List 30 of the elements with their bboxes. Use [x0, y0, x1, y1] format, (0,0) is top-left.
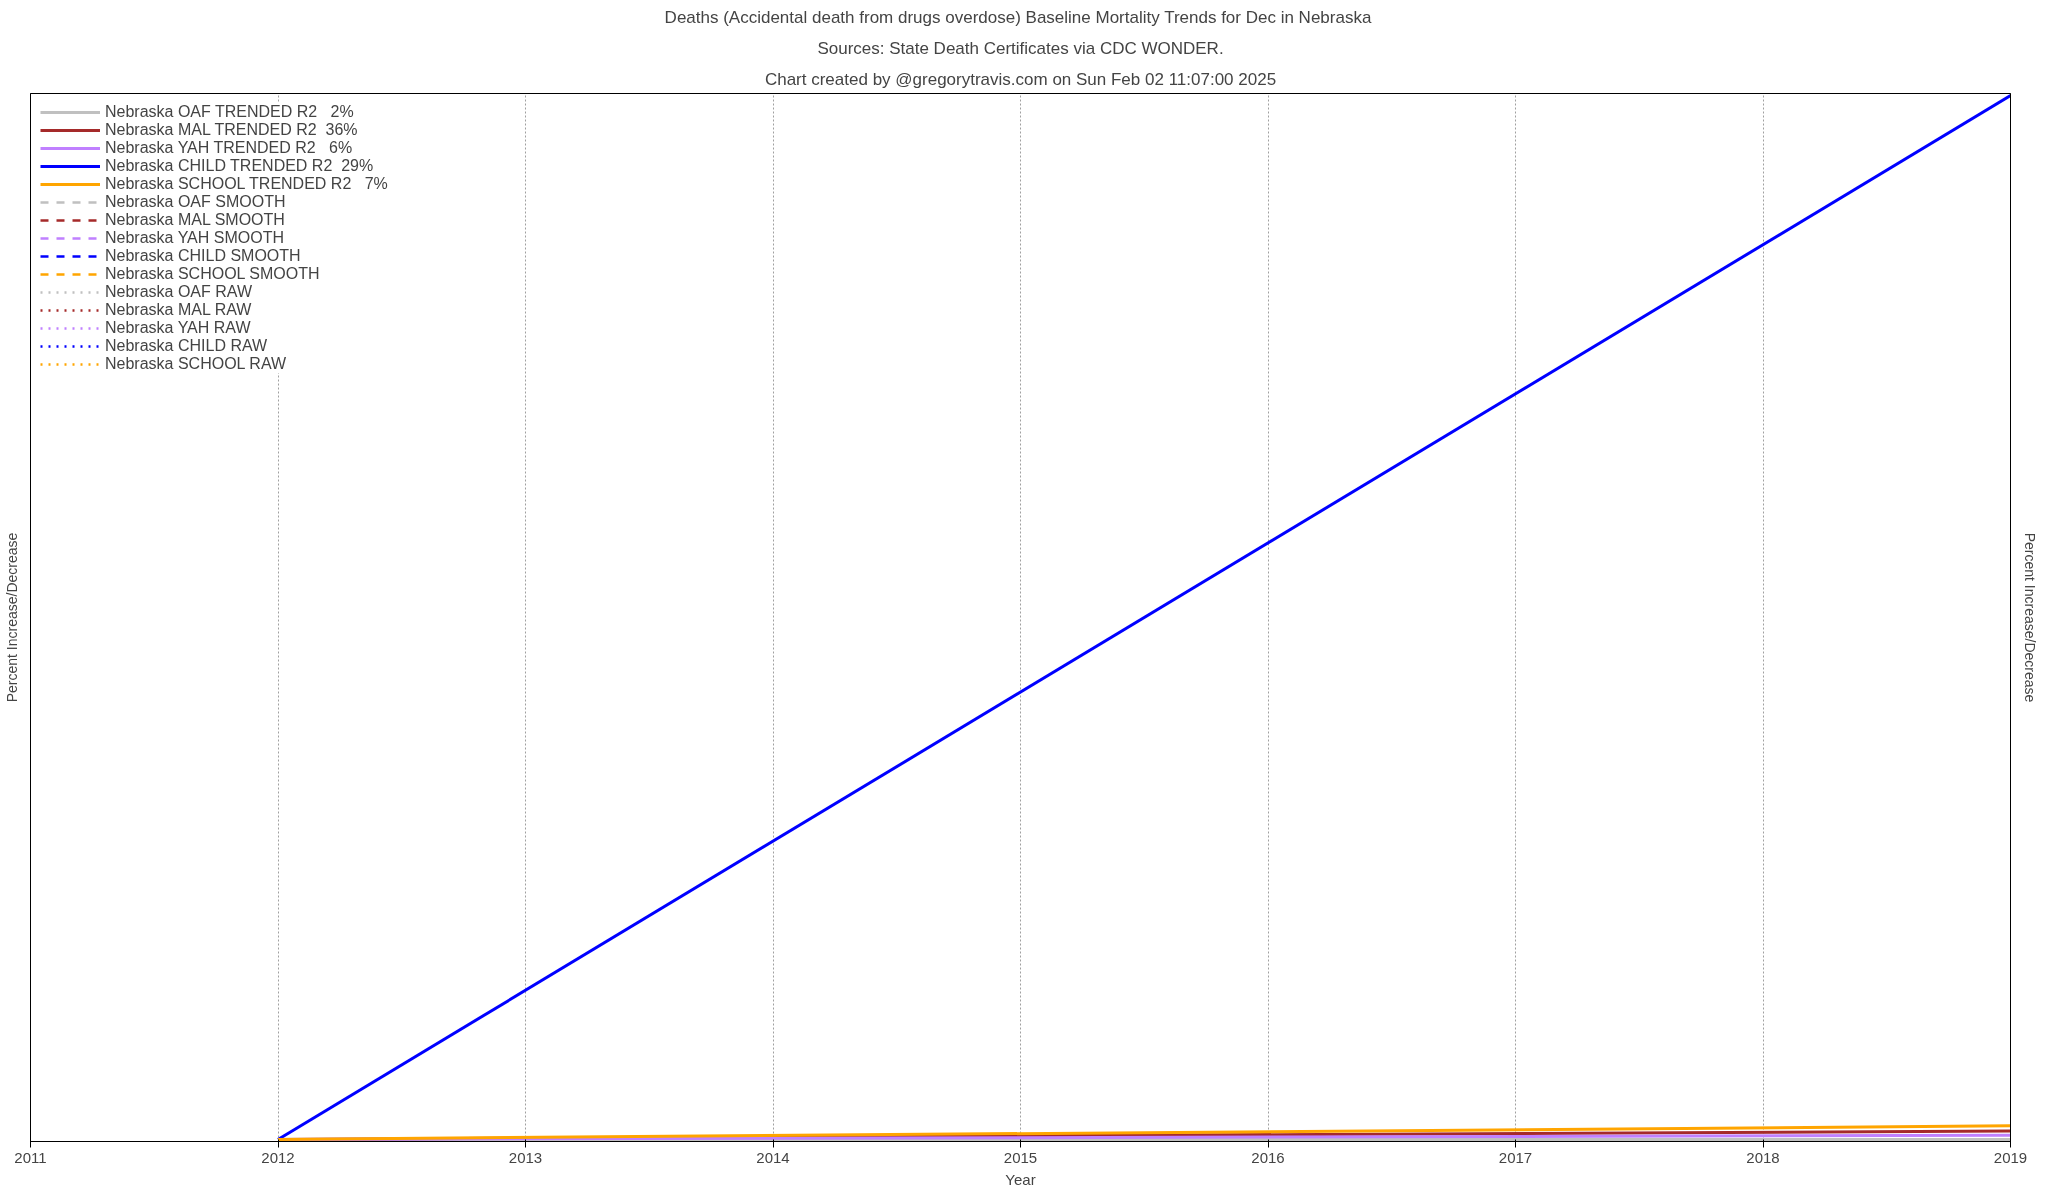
x-tick-label: 2014	[756, 1148, 790, 1166]
legend-label: Nebraska OAF SMOOTH	[105, 193, 286, 211]
chart-subtitle: Sources: State Death Certificates via CDC WONDER.	[817, 38, 1224, 58]
legend-label: Nebraska OAF TRENDED R2 2%	[105, 103, 354, 121]
x-tick-label: 2011	[14, 1148, 47, 1166]
legend-label: Nebraska MAL RAW	[105, 301, 252, 319]
legend-label: Nebraska MAL TRENDED R2 36%	[105, 121, 358, 139]
text: Chart created by @gregorytravis.com on Sun Feb 02 11:07:00 2025	[764, 69, 1277, 89]
legend-label: Nebraska OAF RAW	[105, 283, 252, 301]
legend-label: Nebraska SCHOOL RAW	[105, 355, 287, 373]
legend-label: Nebraska SCHOOL TRENDED R2 7%	[105, 175, 388, 193]
legend-label: Nebraska YAH SMOOTH	[105, 229, 285, 247]
legend-label: Nebraska MAL SMOOTH	[105, 211, 285, 229]
x-tick-label: 2018	[1746, 1148, 1780, 1166]
legend-label: Nebraska CHILD SMOOTH	[105, 247, 301, 265]
y2-axis-title: Percent Increase/Decrease	[2021, 532, 2038, 703]
x-tick-label: 2015	[1003, 1148, 1038, 1166]
legend-label: Nebraska CHILD RAW	[105, 337, 268, 355]
x-axis-title: Year	[1005, 1170, 1036, 1188]
x-tick-label: 2019	[1993, 1148, 2028, 1166]
legend-label: Nebraska CHILD TRENDED R2 29%	[105, 157, 374, 175]
x-tick-label: 2012	[261, 1148, 295, 1166]
legend-label: Nebraska YAH TRENDED R2 6%	[105, 139, 353, 157]
x-tick-label: 2013	[508, 1148, 543, 1166]
legend-label: Nebraska SCHOOL SMOOTH	[105, 265, 320, 283]
legend-label: Nebraska YAH RAW	[105, 319, 251, 337]
x-tick-label: 2017	[1498, 1148, 1533, 1166]
y-axis-title: Percent Increase/Decrease	[3, 532, 20, 703]
chart-title: Deaths (Accidental death from drugs overdose) Baseline Mortality Trends for Dec in Nebraska	[664, 7, 1372, 27]
x-tick-label: 2016	[1251, 1148, 1285, 1166]
